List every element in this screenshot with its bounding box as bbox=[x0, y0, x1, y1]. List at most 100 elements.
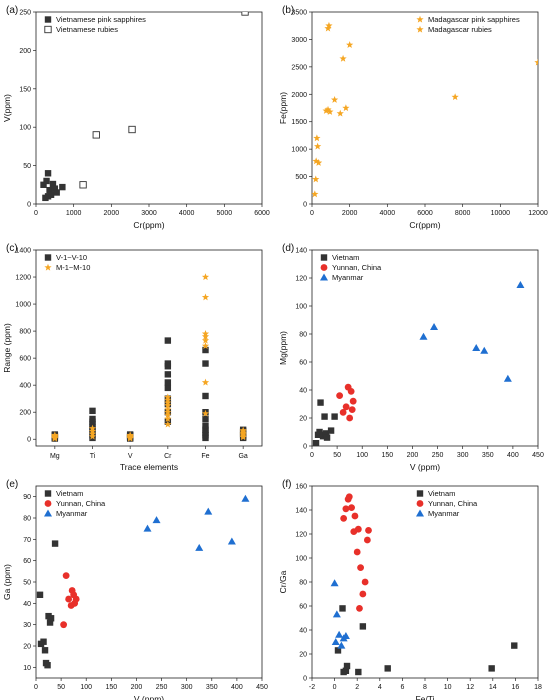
data-point bbox=[345, 493, 353, 501]
data-point bbox=[241, 12, 249, 16]
data-point bbox=[201, 336, 210, 344]
panel-label: (d) bbox=[282, 243, 294, 254]
x-tick-label: 50 bbox=[333, 452, 341, 459]
data-point bbox=[348, 406, 356, 413]
data-point bbox=[334, 647, 342, 654]
data-point bbox=[337, 641, 346, 649]
data-point bbox=[472, 344, 481, 351]
chart-panel-5: (e) 10 20 30 40 50 60 70 80 90 0 50 100 150 200 250 300 3… bbox=[2, 479, 268, 700]
data-point bbox=[313, 134, 321, 142]
data-point bbox=[331, 638, 340, 645]
data-point bbox=[321, 413, 328, 420]
data-point bbox=[164, 401, 172, 409]
x-tick-label: 400 bbox=[507, 452, 519, 459]
data-point bbox=[89, 415, 96, 423]
y-tick-label: 0 bbox=[27, 202, 31, 209]
x-tick-label: 350 bbox=[482, 452, 494, 459]
y-tick-label: 200 bbox=[19, 410, 31, 417]
x-tick-label: 1000 bbox=[66, 210, 82, 217]
x-tick-label: 6000 bbox=[254, 210, 270, 217]
y-tick-label: 100 bbox=[295, 556, 307, 563]
data-point bbox=[312, 175, 320, 183]
y-tick-label: 20 bbox=[23, 644, 31, 651]
x-tick-label: 200 bbox=[131, 684, 143, 691]
data-point bbox=[89, 407, 96, 415]
data-point bbox=[72, 595, 80, 603]
data-point bbox=[195, 543, 204, 551]
legend-marker bbox=[320, 254, 328, 261]
data-point bbox=[40, 181, 47, 188]
data-point bbox=[339, 54, 347, 62]
data-point bbox=[488, 665, 495, 672]
data-point bbox=[201, 330, 210, 337]
y-tick-label: 800 bbox=[19, 329, 31, 336]
data-point bbox=[339, 605, 346, 612]
series-1 bbox=[51, 337, 247, 442]
x-tick-label: 0 bbox=[333, 684, 337, 691]
y-tick-label: 2000 bbox=[291, 92, 307, 99]
data-point bbox=[346, 414, 354, 422]
legend-label: M-1~M-10 bbox=[56, 263, 90, 272]
legend-label: Vietnam bbox=[428, 489, 455, 498]
y-tick-label: 600 bbox=[19, 356, 31, 363]
y-tick-label: 10 bbox=[23, 665, 31, 672]
series-2 bbox=[336, 383, 357, 422]
x-tick-label: 6000 bbox=[417, 210, 433, 217]
data-point bbox=[49, 180, 57, 188]
series-1 bbox=[312, 134, 323, 198]
data-point bbox=[202, 415, 209, 423]
data-point bbox=[451, 93, 459, 101]
data-points bbox=[40, 12, 249, 202]
legend-marker bbox=[44, 254, 52, 261]
x-tick-label: 200 bbox=[407, 452, 419, 459]
x-tick-label: 250 bbox=[432, 452, 444, 459]
x-tick-label: Ga bbox=[238, 453, 247, 460]
data-point bbox=[164, 405, 172, 413]
series-2 bbox=[60, 572, 80, 629]
data-point bbox=[342, 667, 350, 674]
x-tick-label: 450 bbox=[532, 452, 544, 459]
data-point bbox=[227, 537, 236, 545]
y-tick-label: 120 bbox=[295, 276, 307, 283]
y-tick-label: 20 bbox=[299, 652, 307, 659]
data-point bbox=[534, 58, 538, 66]
data-point bbox=[317, 399, 324, 406]
x-tick-label: 0 bbox=[310, 210, 314, 217]
x-tick-label: 16 bbox=[512, 684, 520, 691]
chart-panel-3: (c) 0 200 400 600 800 1000 1200 1400 Mg Ti V Cr Fe Ga T… bbox=[2, 243, 263, 472]
legend-label: Myanmar bbox=[56, 509, 88, 518]
series-1 bbox=[36, 540, 59, 669]
x-tick-label: 50 bbox=[57, 684, 65, 691]
y-tick-label: 60 bbox=[299, 604, 307, 611]
data-point bbox=[342, 403, 350, 411]
legend-marker bbox=[416, 509, 424, 517]
y-tick-label: 60 bbox=[299, 360, 307, 367]
data-point bbox=[44, 662, 51, 669]
data-point bbox=[47, 615, 55, 622]
x-tick-label: 6 bbox=[400, 684, 404, 691]
legend-marker bbox=[320, 273, 328, 281]
data-point bbox=[164, 415, 172, 423]
x-tick-label: 4000 bbox=[380, 210, 396, 217]
data-point bbox=[44, 170, 52, 177]
y-tick-label: 30 bbox=[23, 622, 31, 629]
panel-label: (c) bbox=[6, 243, 18, 254]
x-tick-label: 450 bbox=[256, 684, 268, 691]
data-point bbox=[143, 524, 152, 532]
x-tick-label: 2 bbox=[355, 684, 359, 691]
y-tick-label: 1500 bbox=[291, 119, 307, 126]
y-tick-label: 80 bbox=[23, 516, 31, 523]
data-point bbox=[201, 273, 210, 281]
x-tick-label: 2000 bbox=[104, 210, 120, 217]
legend-label: Vietnamese pink sapphires bbox=[56, 15, 146, 24]
y-tick-label: 100 bbox=[295, 304, 307, 311]
data-point bbox=[336, 392, 344, 399]
y-axis-label: Fe(ppm) bbox=[278, 92, 288, 124]
data-point bbox=[511, 642, 518, 649]
legend-label: Vietnam bbox=[56, 489, 83, 498]
data-point bbox=[314, 159, 323, 166]
series-2 bbox=[79, 12, 249, 189]
